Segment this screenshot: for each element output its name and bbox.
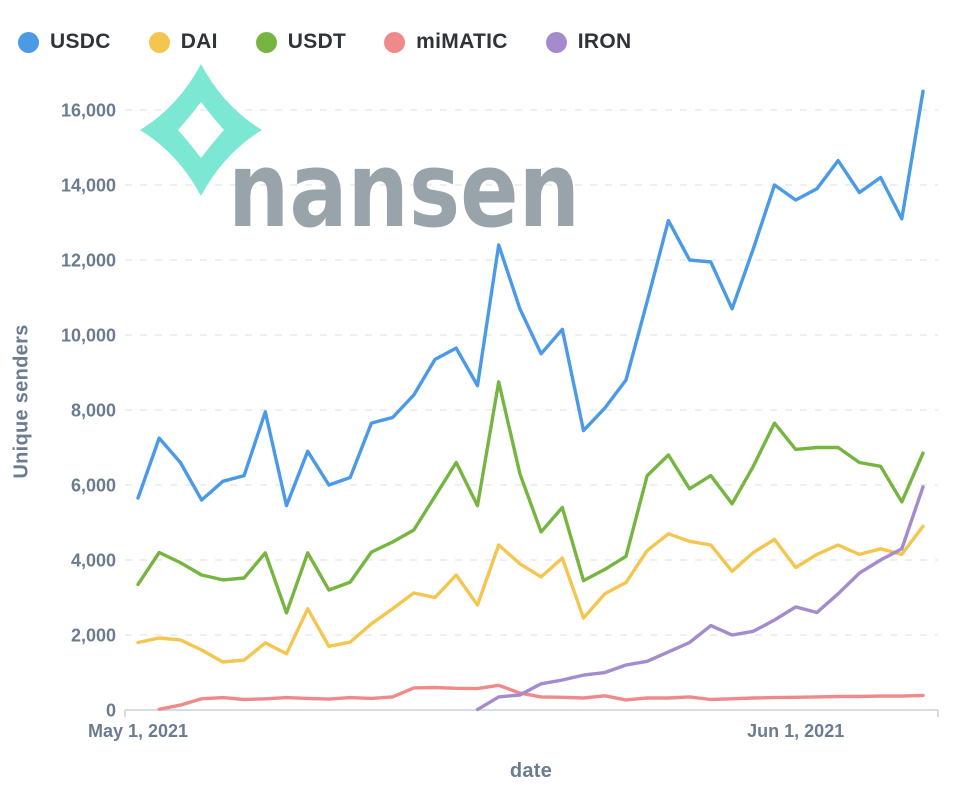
nansen-logo-icon xyxy=(140,64,262,196)
iron-line xyxy=(475,485,925,712)
legend-label: USDT xyxy=(287,30,347,53)
series-lines xyxy=(136,89,925,712)
y-tick-label: 12,000 xyxy=(61,251,116,271)
y-tick-label: 14,000 xyxy=(61,176,116,196)
legend-item-dai[interactable]: DAI xyxy=(148,30,218,54)
legend-item-usdc[interactable]: USDC xyxy=(18,30,111,54)
y-tick-label: 4,000 xyxy=(71,551,116,571)
legend-label: IRON xyxy=(577,30,632,53)
y-tick-label: 8,000 xyxy=(71,401,116,421)
x-tick-label: Jun 1, 2021 xyxy=(747,721,844,741)
dai-swatch-icon xyxy=(148,31,170,53)
mimatic-swatch-icon xyxy=(384,31,406,53)
legend-label: miMATIC xyxy=(416,30,508,53)
y-tick-label: 16,000 xyxy=(61,101,116,121)
legend-label: USDC xyxy=(50,30,111,53)
dai-line xyxy=(136,524,925,664)
nansen-watermark: nansen xyxy=(140,64,580,251)
legend-label: DAI xyxy=(180,30,218,53)
usdt-swatch-icon xyxy=(255,31,277,53)
iron-swatch-icon xyxy=(545,31,567,53)
x-axis-title: date xyxy=(509,760,553,782)
y-tick-label: 6,000 xyxy=(71,476,116,496)
y-tick-labels: 0 2,000 4,000 6,000 8,000 10,000 12,000 14,000 1… xyxy=(61,101,116,721)
legend-item-usdt[interactable]: USDT xyxy=(255,30,347,54)
usdc-swatch-icon xyxy=(18,31,39,53)
legend: USDC DAI USDT miMATIC IRON xyxy=(18,30,631,54)
mimatic-line xyxy=(157,683,925,711)
y-axis-title: Unique senders xyxy=(10,324,33,479)
y-tick-label: 10,000 xyxy=(61,326,116,346)
y-tick-label: 0 xyxy=(106,701,116,721)
usdc-line xyxy=(136,89,925,508)
nansen-watermark-text: nansen xyxy=(228,129,580,251)
x-axis xyxy=(124,709,939,717)
x-tick-labels: May 1, 2021 Jun 1, 2021 xyxy=(88,721,844,741)
legend-item-mimatic[interactable]: miMATIC xyxy=(384,30,508,54)
legend-item-iron[interactable]: IRON xyxy=(545,30,632,54)
y-tick-label: 2,000 xyxy=(71,626,116,646)
x-tick-label: May 1, 2021 xyxy=(88,721,188,741)
usdt-line xyxy=(136,380,925,615)
